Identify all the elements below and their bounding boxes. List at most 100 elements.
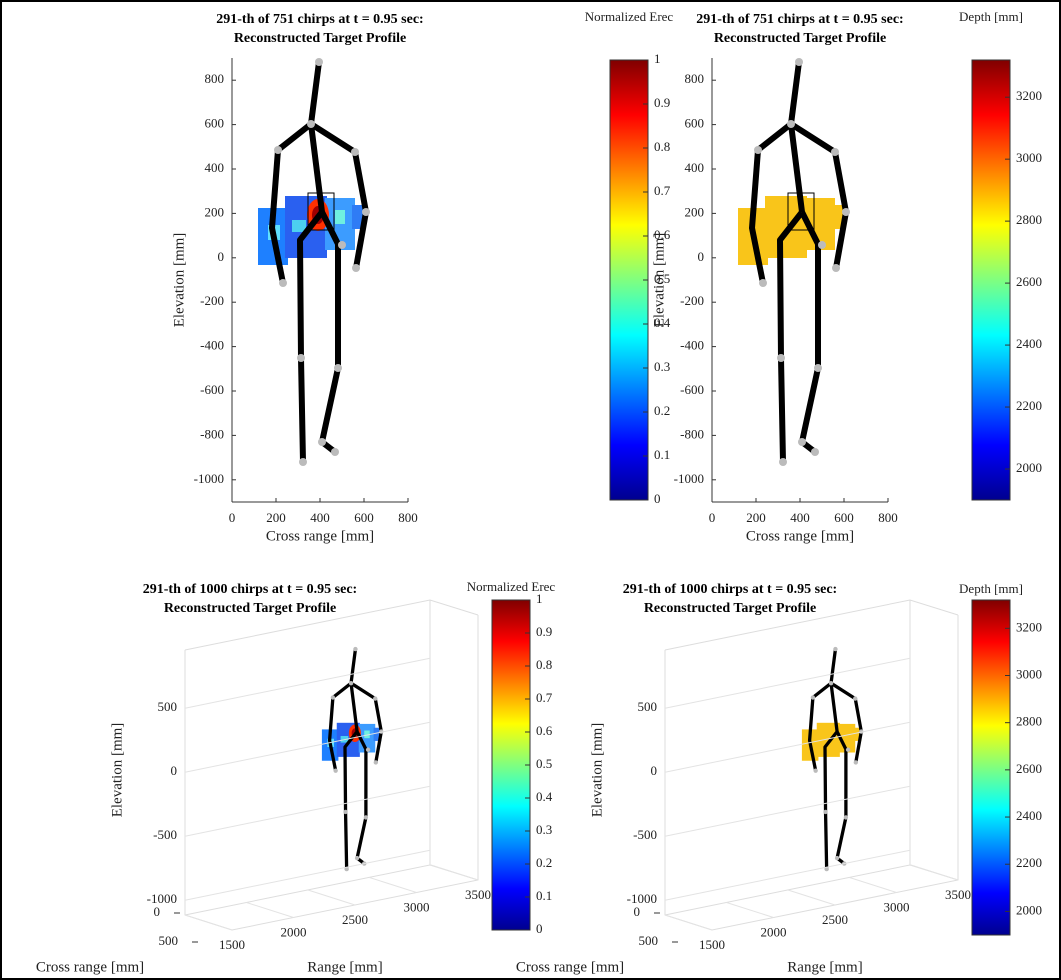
colorbar-tick-label: 2800 <box>1016 212 1042 227</box>
colorbar-tick-label: 2000 <box>1016 902 1042 917</box>
grid-line <box>726 902 774 918</box>
chart-title: 291-th of 1000 chirps at t = 0.95 sec: <box>143 582 357 597</box>
colorbar-tick-label: 0.6 <box>654 227 671 242</box>
colorbar-tick-label: 0.4 <box>654 315 671 330</box>
colorbar-tick-label: 0 <box>654 491 661 506</box>
z-tick-label: 500 <box>638 699 658 714</box>
colorbar <box>971 59 1011 501</box>
chart-subtitle: Reconstructed Target Profile <box>164 601 336 616</box>
y-tick-label: 0 <box>218 249 225 264</box>
y-tick-label: 2000 <box>281 924 307 939</box>
colorbar-tick-label: 0.5 <box>654 271 670 286</box>
colorbar-tick-label: 1 <box>536 591 543 606</box>
x-tick-label: 600 <box>354 510 374 525</box>
colorbar-tick-label: 0.8 <box>654 139 670 154</box>
grid-line <box>369 877 417 893</box>
colorbar-tick-label: 2400 <box>1016 808 1042 823</box>
z-tick-label: 500 <box>158 699 178 714</box>
y-tick-label: 3500 <box>945 887 971 902</box>
colorbar-tick-label: 0.7 <box>654 183 671 198</box>
colorbar-tick-label: 0.2 <box>654 403 670 418</box>
colorbar <box>971 599 1011 936</box>
chart-subtitle: Reconstructed Target Profile <box>644 601 816 616</box>
axes-box <box>664 599 959 931</box>
grid-line <box>307 889 356 906</box>
colorbar-tick-label: 3200 <box>1016 619 1042 634</box>
y-tick-label: 2000 <box>761 924 787 939</box>
z-axis-label: Elevation [mm] <box>109 723 125 818</box>
colorbar-tick-label: 3200 <box>1016 88 1042 103</box>
colorbar-tick-label: 0.8 <box>536 657 552 672</box>
x-tick-label: 800 <box>398 510 418 525</box>
y-axis-label: Elevation [mm] <box>171 233 187 328</box>
colorbar <box>609 59 649 501</box>
x-tick-label: 200 <box>266 510 286 525</box>
colorbar-tick-label: 0.4 <box>536 789 553 804</box>
y-tick-label: 200 <box>205 204 225 219</box>
y-tick-label: 600 <box>205 116 225 131</box>
chart-title: 291-th of 1000 chirps at t = 0.95 sec: <box>623 582 837 597</box>
x-tick-label: 600 <box>834 510 854 525</box>
colorbar-tick-label: 2000 <box>1016 460 1042 475</box>
x-tick-label: 0 <box>229 510 236 525</box>
y-tick-label: 600 <box>685 116 705 131</box>
z-tick-label: -500 <box>633 827 657 842</box>
z-tick-label: -1000 <box>627 891 657 906</box>
grid-line <box>664 849 911 901</box>
y-tick-label: 800 <box>685 71 705 86</box>
y-tick-label: 3000 <box>884 899 910 914</box>
y-tick-label: 400 <box>685 160 705 175</box>
y-tick-label: 800 <box>205 71 225 86</box>
colorbar-tick-label: 0.1 <box>654 447 670 462</box>
z-tick-label: 0 <box>651 763 658 778</box>
y-tick-label: 200 <box>685 204 705 219</box>
y-tick-label: -1000 <box>674 471 704 486</box>
grid-line <box>184 914 233 931</box>
colorbar-tick-label: 2600 <box>1016 761 1042 776</box>
grid-line <box>246 902 294 918</box>
target-box <box>307 192 335 231</box>
colorbar-label: Depth [mm] <box>959 581 1023 596</box>
chart-subtitle: Reconstructed Target Profile <box>714 31 886 46</box>
y-tick-label: -400 <box>200 338 224 353</box>
colorbar-tick-label: 0.3 <box>536 822 552 837</box>
colorbar-tick-label: 0.7 <box>536 690 553 705</box>
x-tick-label: 0 <box>154 904 161 919</box>
x-tick-label: 0 <box>634 904 641 919</box>
colorbar-tick-label: 0.5 <box>536 756 552 771</box>
axes-box <box>184 599 479 931</box>
grid-line <box>184 785 431 837</box>
colorbar-tick-label: 0.3 <box>654 359 670 374</box>
colorbar-tick-label: 2800 <box>1016 714 1042 729</box>
colorbar-tick-label: 2200 <box>1016 398 1042 413</box>
grid-line <box>664 785 911 837</box>
colorbar-tick-label: 0.2 <box>536 855 552 870</box>
colorbar <box>491 599 531 931</box>
colorbar-tick-label: 0.1 <box>536 888 552 903</box>
target-box <box>787 192 815 231</box>
colorbar-tick-label: 3000 <box>1016 666 1042 681</box>
colorbar-label: Normalized Erec <box>585 9 674 24</box>
y-axis-label: Range [mm] <box>787 959 862 975</box>
grid-line <box>910 864 959 881</box>
x-axis-label: Cross range [mm] <box>516 959 624 975</box>
y-tick-label: -600 <box>680 382 704 397</box>
y-axis-label: Elevation [mm] <box>651 233 667 328</box>
y-tick-label: 1500 <box>699 937 725 952</box>
x-tick-label: 200 <box>746 510 766 525</box>
y-tick-label: 1500 <box>219 937 245 952</box>
y-tick-label: -800 <box>200 426 224 441</box>
z-tick-label: -500 <box>153 827 177 842</box>
colorbar-tick-label: 0 <box>536 921 543 936</box>
chart-subtitle: Reconstructed Target Profile <box>234 31 406 46</box>
y-tick-label: 2500 <box>822 912 848 927</box>
y-tick-label: 3000 <box>404 899 430 914</box>
x-tick-label: 500 <box>639 933 659 948</box>
grid-line <box>184 721 431 773</box>
grid-line <box>430 864 479 881</box>
x-axis-label: Cross range [mm] <box>746 528 854 544</box>
x-tick-label: 400 <box>790 510 810 525</box>
colorbar-tick-label: 0.9 <box>654 95 670 110</box>
